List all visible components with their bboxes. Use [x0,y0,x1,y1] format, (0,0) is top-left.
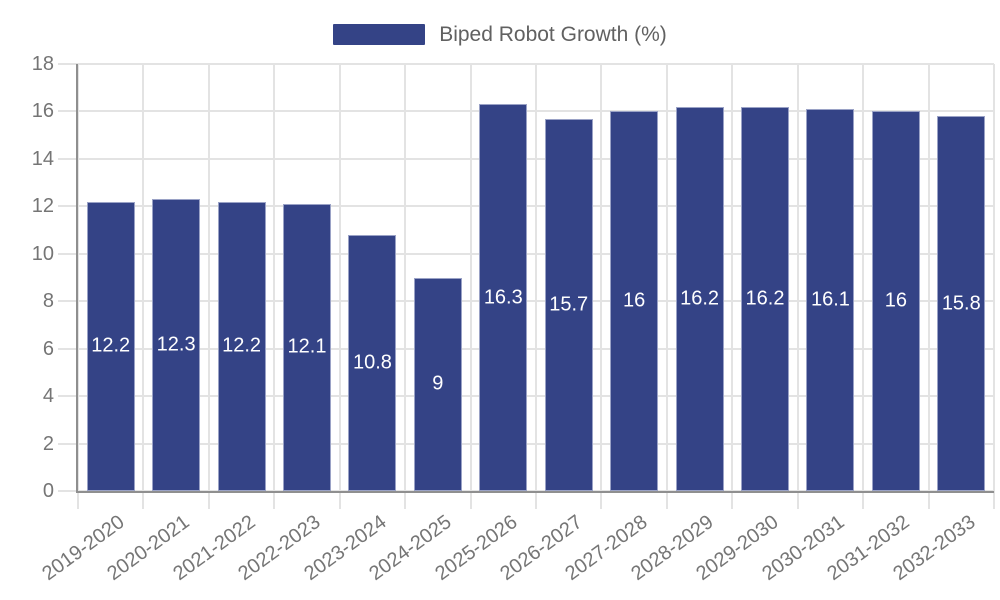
bar: 15.8 [937,116,986,491]
x-gridline [600,64,603,509]
x-gridline [535,64,537,509]
legend-label: Biped Robot Growth (%) [439,22,667,46]
bar: 12.1 [283,203,331,491]
bar-value-label: 10.8 [352,351,392,374]
y-tick-label: 4 [42,385,54,408]
x-gridline [273,64,276,509]
bar-value-label: 16 [623,289,646,312]
bar-value-label: 15.7 [549,293,589,316]
bar: 10.8 [348,234,397,491]
bar-value-label: 16.3 [483,286,523,309]
y-tick-label: 2 [42,432,54,455]
x-gridline [77,64,79,509]
bar-value-label: 12.3 [156,333,196,356]
x-gridline [142,64,145,509]
y-tick-label: 16 [31,100,54,123]
x-gridline [993,64,995,509]
x-gridline [469,64,472,509]
bar-value-label: 9 [432,372,444,395]
y-gridline [58,63,994,65]
bar-value-label: 12.2 [91,334,131,357]
bar: 16.2 [741,106,789,491]
bar-value-label: 16.2 [680,287,720,310]
bar: 12.2 [217,201,266,491]
x-gridline [665,64,668,509]
y-tick-label: 8 [42,290,54,313]
x-gridline [927,64,930,509]
legend: Biped Robot Growth (%) [0,16,1000,52]
x-gridline [338,64,341,509]
x-axis-line [76,491,994,493]
bar: 12.3 [152,199,201,491]
x-gridline [862,64,865,509]
y-tick-label: 6 [42,337,54,360]
bar-value-label: 16.2 [745,287,785,310]
x-gridline [404,64,407,509]
bar-value-label: 12.2 [222,334,262,357]
y-tick-label: 18 [31,53,54,75]
bar: 16.2 [675,106,724,491]
y-tick-label: 10 [31,242,54,265]
y-axis-line [76,64,78,493]
y-tick-label: 14 [31,147,54,170]
y-tick-label: 12 [31,195,54,218]
bar: 15.7 [544,118,593,491]
y-tick-label: 0 [42,480,54,502]
bar-value-label: 12.1 [287,335,327,358]
bar-value-label: 16 [884,289,907,312]
bar: 16.1 [806,109,855,491]
bar-value-label: 15.8 [941,292,981,315]
bar: 9 [413,277,462,491]
bar-value-label: 16.1 [810,288,850,311]
x-gridline [796,64,799,509]
bar: 16.3 [479,104,528,491]
x-gridline [207,64,210,509]
bar: 16 [610,111,659,491]
legend-swatch [333,23,426,45]
bar: 12.2 [86,201,135,491]
x-gridline [731,64,734,509]
bar: 16 [871,111,920,491]
